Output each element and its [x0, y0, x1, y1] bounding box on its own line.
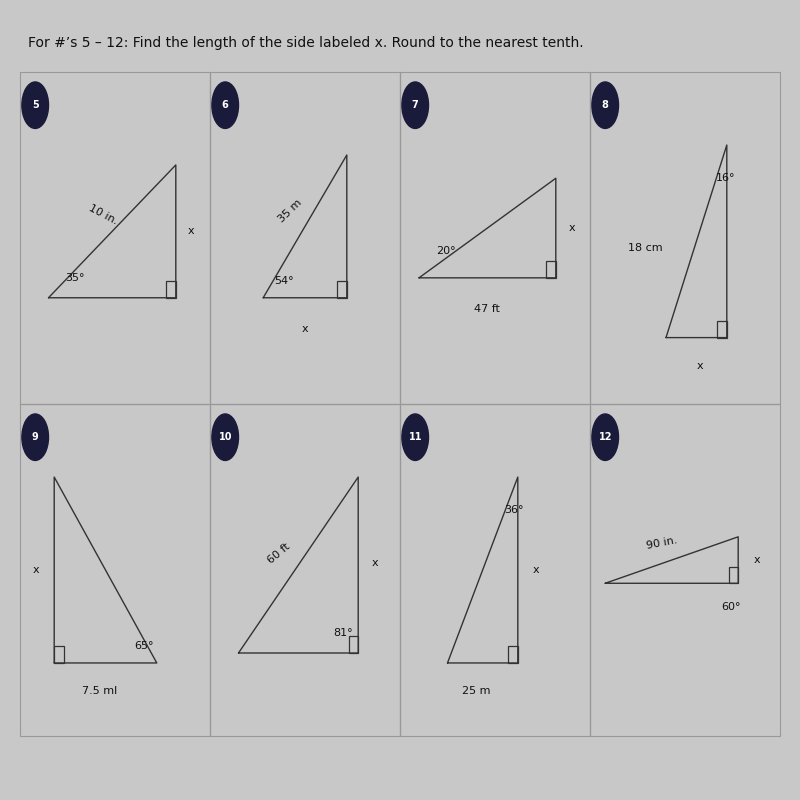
Text: 7.5 ml: 7.5 ml — [82, 686, 118, 696]
Text: x: x — [302, 324, 308, 334]
Text: x: x — [32, 565, 39, 575]
Text: 35°: 35° — [66, 273, 85, 283]
Text: 16°: 16° — [715, 174, 735, 183]
Circle shape — [212, 414, 238, 461]
Circle shape — [592, 82, 618, 129]
Text: 90 in.: 90 in. — [646, 535, 678, 551]
Text: x: x — [187, 226, 194, 236]
Text: 6: 6 — [222, 100, 229, 110]
Text: 54°: 54° — [274, 276, 294, 286]
Text: 60 ft: 60 ft — [266, 542, 291, 566]
Text: 10: 10 — [218, 432, 232, 442]
Text: 81°: 81° — [334, 628, 353, 638]
Text: 20°: 20° — [436, 246, 456, 256]
Text: 65°: 65° — [134, 642, 154, 651]
Text: 9: 9 — [32, 432, 38, 442]
Circle shape — [22, 414, 49, 461]
Text: x: x — [371, 558, 378, 568]
Text: x: x — [569, 223, 576, 233]
Text: 25 m: 25 m — [462, 686, 490, 696]
Text: 8: 8 — [602, 100, 609, 110]
Text: 10 in.: 10 in. — [87, 203, 120, 226]
Text: x: x — [754, 555, 760, 565]
Text: 47 ft: 47 ft — [474, 305, 500, 314]
Circle shape — [402, 82, 429, 129]
Circle shape — [22, 82, 49, 129]
Text: x: x — [533, 565, 540, 575]
Text: 35 m: 35 m — [276, 198, 303, 225]
Text: x: x — [697, 361, 703, 371]
Text: 60°: 60° — [721, 602, 741, 611]
Text: 12: 12 — [598, 432, 612, 442]
Circle shape — [212, 82, 238, 129]
Text: For #’s 5 – 12: Find the length of the side labeled x. Round to the nearest tent: For #’s 5 – 12: Find the length of the s… — [28, 36, 584, 50]
Text: 11: 11 — [409, 432, 422, 442]
Circle shape — [592, 414, 618, 461]
Circle shape — [402, 414, 429, 461]
Text: 18 cm: 18 cm — [627, 243, 662, 253]
Text: 36°: 36° — [505, 506, 524, 515]
Text: 7: 7 — [412, 100, 418, 110]
Text: 5: 5 — [32, 100, 38, 110]
